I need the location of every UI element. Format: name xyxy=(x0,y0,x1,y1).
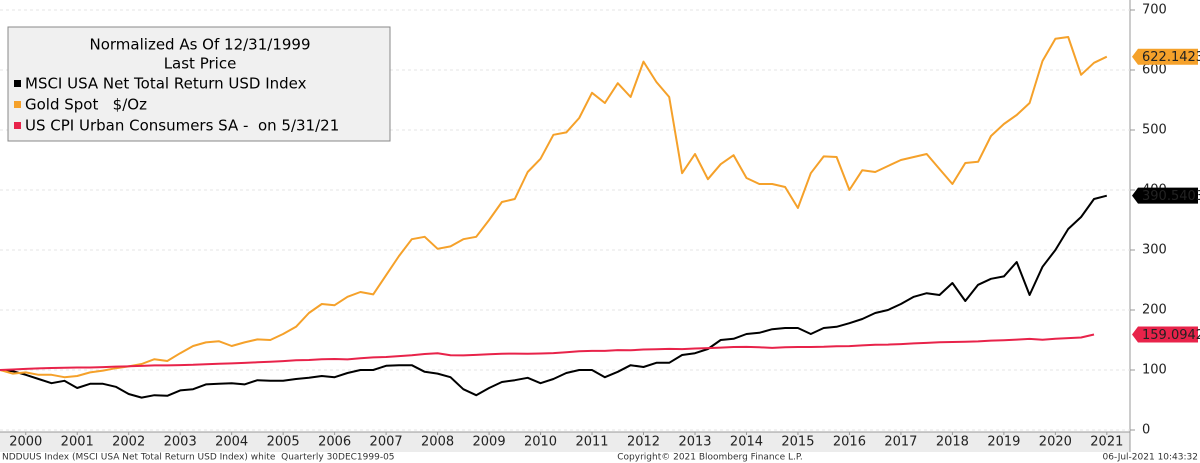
x-tick-label: 2002 xyxy=(112,435,145,450)
x-tick-label: 2007 xyxy=(370,435,403,450)
chart-title: Normalized As Of 12/31/1999 xyxy=(90,36,311,54)
x-tick-label: 2017 xyxy=(884,435,917,450)
x-tick-label: 2013 xyxy=(678,435,711,450)
last-value-label: 622.1423 xyxy=(1142,50,1200,65)
legend-swatch xyxy=(14,122,21,129)
x-tick-label: 2015 xyxy=(781,435,814,450)
x-tick-label: 2000 xyxy=(9,435,42,450)
y-tick-label: 600 xyxy=(1142,63,1167,78)
y-tick-label: 500 xyxy=(1142,123,1167,138)
y-tick-label: 100 xyxy=(1142,363,1167,378)
x-tick-label: 2004 xyxy=(215,435,248,450)
footer-center: Copyright© 2021 Bloomberg Finance L.P. xyxy=(617,453,802,463)
legend-label: US CPI Urban Consumers SA - on 5/31/21 xyxy=(25,117,339,135)
series-line xyxy=(0,36,1108,379)
legend-box xyxy=(7,26,391,142)
x-tick-label: 2012 xyxy=(627,435,660,450)
chart-subtitle: Last Price xyxy=(164,55,237,73)
last-value-label: 159.0942 xyxy=(1142,328,1200,343)
last-value-tag xyxy=(1132,48,1198,65)
last-value-tag xyxy=(1132,187,1198,204)
y-tick-label: 0 xyxy=(1142,423,1150,438)
x-tick-label: 2016 xyxy=(833,435,866,450)
series-line xyxy=(0,333,1095,371)
footer-right: 06-Jul-2021 10:43:32 xyxy=(1103,453,1199,463)
legend-label: Gold Spot $/Oz xyxy=(25,96,147,114)
x-tick-label: 2011 xyxy=(575,435,608,450)
y-tick-label: 200 xyxy=(1142,303,1167,318)
last-value-label: 390.5403 xyxy=(1142,189,1200,204)
x-tick-label: 2005 xyxy=(267,435,300,450)
x-tick-label: 2008 xyxy=(421,435,454,450)
y-tick-label: 700 xyxy=(1142,3,1167,18)
x-tick-label: 2014 xyxy=(730,435,763,450)
x-axis-band xyxy=(0,432,1130,452)
x-tick-label: 2001 xyxy=(61,435,94,450)
x-tick-label: 2019 xyxy=(987,435,1020,450)
x-tick-label: 2006 xyxy=(318,435,351,450)
x-tick-label: 2018 xyxy=(936,435,969,450)
legend-swatch xyxy=(14,101,21,108)
legend-swatch xyxy=(14,80,21,87)
x-tick-label: 2003 xyxy=(164,435,197,450)
legend-label: MSCI USA Net Total Return USD Index xyxy=(25,75,307,93)
x-tick-label: 2020 xyxy=(1039,435,1072,450)
plot xyxy=(0,36,1108,399)
y-tick-label: 300 xyxy=(1142,243,1167,258)
series-line xyxy=(0,194,1108,399)
x-tick-label: 2009 xyxy=(473,435,506,450)
legend: Normalized As Of 12/31/1999 Last Price M… xyxy=(7,26,391,142)
footer-left: NDDUUS Index (MSCI USA Net Total Return … xyxy=(2,453,395,463)
x-tick-label: 2021 xyxy=(1090,435,1123,450)
last-value-tag xyxy=(1132,326,1198,343)
x-tick-label: 2010 xyxy=(524,435,557,450)
